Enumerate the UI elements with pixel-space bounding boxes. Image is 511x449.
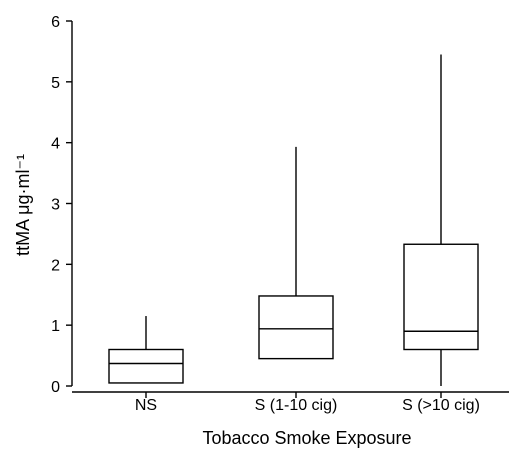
y-tick-label: 5 (51, 75, 60, 92)
iqr-box (403, 243, 479, 351)
iqr-box (258, 295, 334, 360)
y-tick-label: 2 (51, 257, 60, 274)
y-axis-title: ttMA μg·ml⁻¹ (13, 154, 33, 256)
x-axis: NS S (1-10 cig) S (>10 cig) (72, 391, 509, 414)
box-2 (258, 146, 334, 360)
y-axis: 0 1 2 3 4 5 6 (51, 14, 73, 396)
box-series (108, 54, 479, 386)
y-tick-label: 4 (51, 136, 60, 153)
x-tick-label: S (>10 cig) (402, 397, 480, 414)
x-axis-title: Tobacco Smoke Exposure (202, 428, 411, 448)
x-tick-label: S (1-10 cig) (255, 397, 338, 414)
x-tick-label: NS (135, 397, 157, 414)
y-tick-label: 3 (51, 197, 60, 214)
iqr-box (108, 348, 184, 384)
y-tick-label: 6 (51, 14, 60, 31)
box-3 (403, 54, 479, 386)
box-1 (108, 316, 184, 384)
y-tick-label: 0 (51, 379, 60, 396)
y-tick-label: 1 (51, 318, 60, 335)
